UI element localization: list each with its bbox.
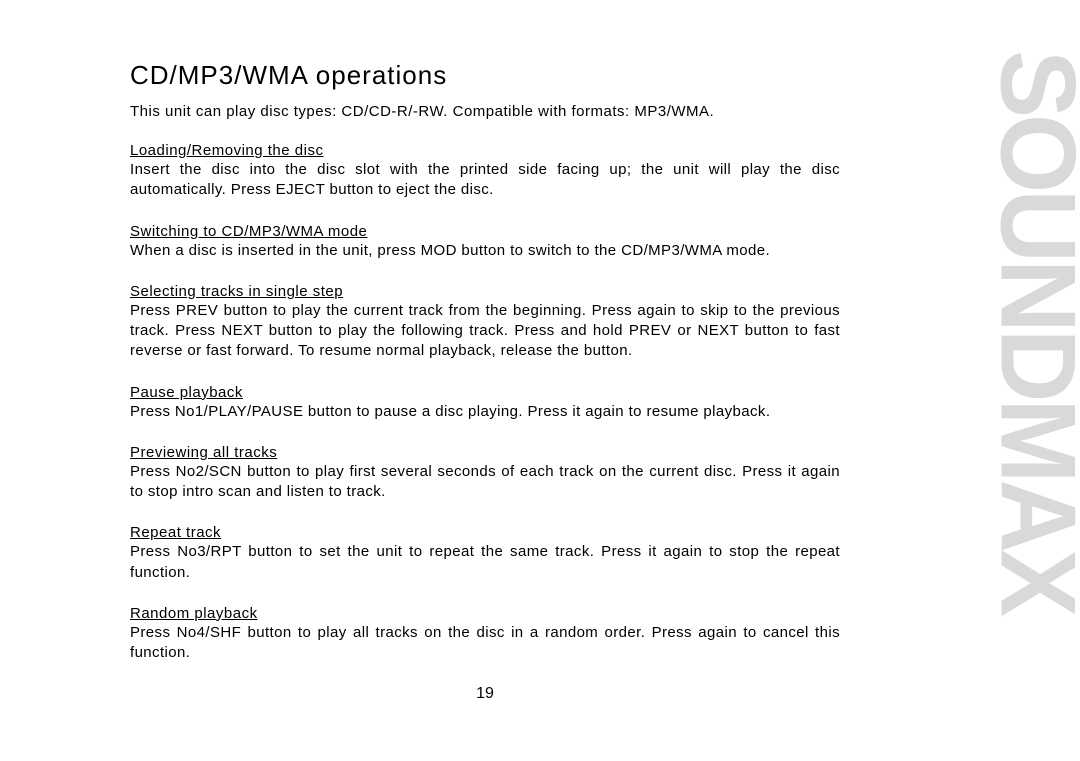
section-repeat: Repeat track Press No3/RPT button to set… [130, 524, 840, 583]
section-heading: Pause playback [130, 384, 840, 401]
section-body: Press No4/SHF button to play all tracks … [130, 623, 840, 664]
section-body: Press PREV button to play the current tr… [130, 301, 840, 362]
section-heading: Loading/Removing the disc [130, 142, 840, 159]
section-body: Press No1/PLAY/PAUSE button to pause a d… [130, 402, 840, 422]
page-title: CD/MP3/WMA operations [130, 60, 840, 91]
section-heading: Selecting tracks in single step [130, 283, 840, 300]
section-heading: Previewing all tracks [130, 444, 840, 461]
section-random: Random playback Press No4/SHF button to … [130, 605, 840, 664]
section-body: When a disc is inserted in the unit, pre… [130, 241, 840, 261]
section-selecting: Selecting tracks in single step Press PR… [130, 283, 840, 362]
section-heading: Switching to CD/MP3/WMA mode [130, 223, 840, 240]
brand-watermark: SOUNDMAX [999, 50, 1076, 613]
section-preview: Previewing all tracks Press No2/SCN butt… [130, 444, 840, 503]
section-switching: Switching to CD/MP3/WMA mode When a disc… [130, 223, 840, 261]
section-body: Press No2/SCN button to play first sever… [130, 462, 840, 503]
section-pause: Pause playback Press No1/PLAY/PAUSE butt… [130, 384, 840, 422]
section-heading: Random playback [130, 605, 840, 622]
section-loading: Loading/Removing the disc Insert the dis… [130, 142, 840, 201]
page-number: 19 [130, 685, 840, 703]
section-heading: Repeat track [130, 524, 840, 541]
manual-page: CD/MP3/WMA operations This unit can play… [0, 0, 960, 723]
intro-text: This unit can play disc types: CD/CD-R/-… [130, 103, 840, 120]
section-body: Insert the disc into the disc slot with … [130, 160, 840, 201]
section-body: Press No3/RPT button to set the unit to … [130, 542, 840, 583]
